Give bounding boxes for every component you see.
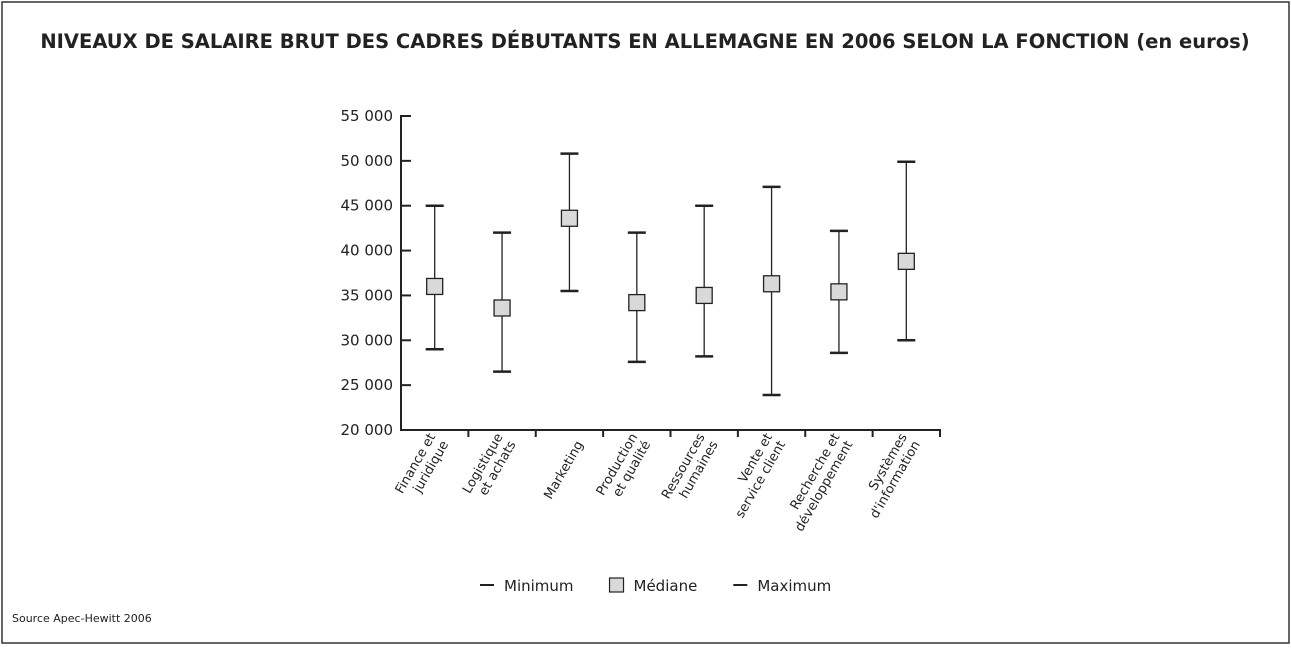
median-box xyxy=(830,283,848,301)
median-box xyxy=(897,252,915,270)
y-tick-label: 35 000 xyxy=(341,286,394,304)
chart-title: NIVEAUX DE SALAIRE BRUT DES CADRES DÉBUT… xyxy=(40,30,1249,53)
y-tick-label: 40 000 xyxy=(341,242,394,260)
median-box xyxy=(762,275,781,293)
y-tick-label: 50 000 xyxy=(341,152,394,170)
y-tick-label: 30 000 xyxy=(341,331,394,349)
legend-label: Minimum xyxy=(504,577,574,595)
y-tick-label: 55 000 xyxy=(341,107,394,125)
median-box xyxy=(628,293,646,312)
source: Source Apec-Hewitt 2006 xyxy=(12,612,152,625)
median-box xyxy=(426,277,444,296)
legend-label: Maximum xyxy=(757,577,831,595)
legend-label: Médiane xyxy=(634,577,698,595)
median-box xyxy=(493,299,511,317)
median-box xyxy=(560,209,579,227)
y-tick-label: 20 000 xyxy=(341,421,394,439)
median-box xyxy=(695,286,713,305)
y-tick-label: 25 000 xyxy=(341,376,394,394)
legend-swatch xyxy=(608,577,625,593)
y-tick-label: 45 000 xyxy=(341,197,394,215)
